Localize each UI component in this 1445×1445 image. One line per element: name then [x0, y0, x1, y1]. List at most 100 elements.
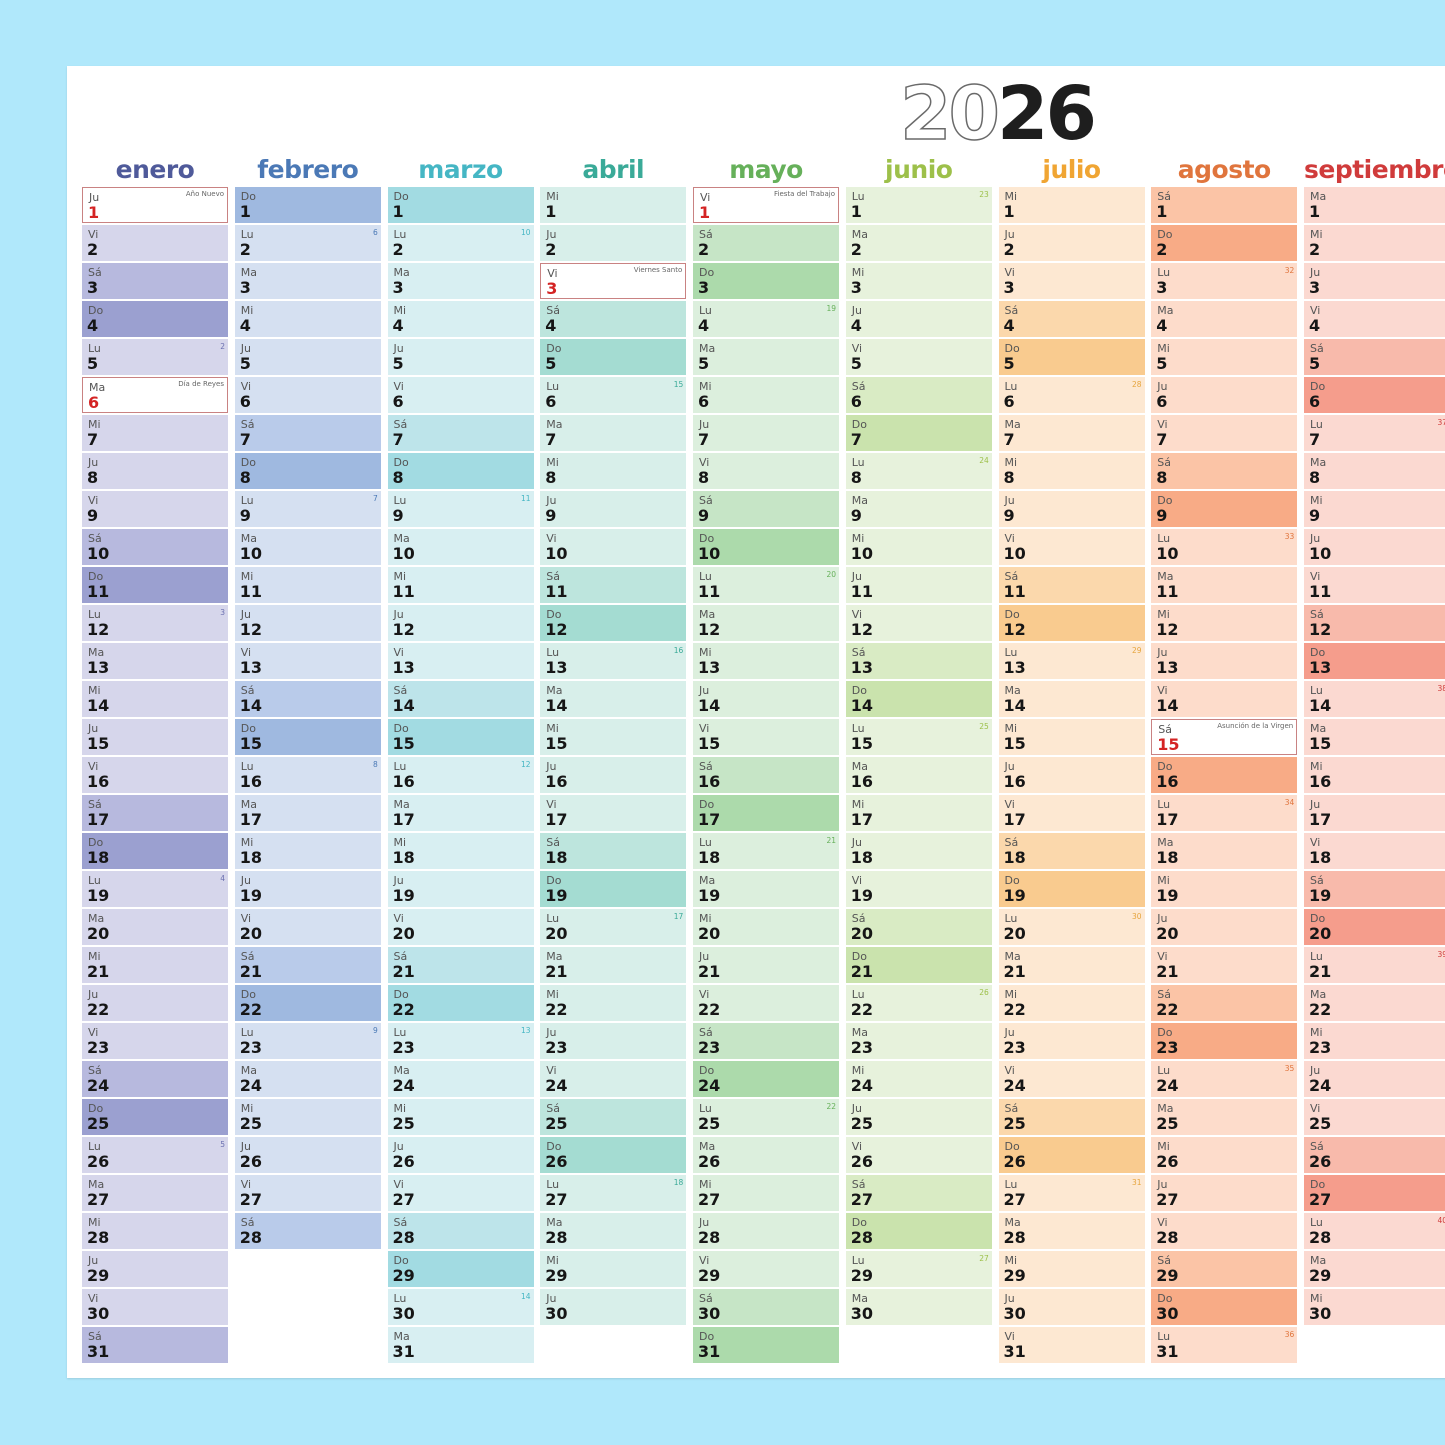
day-number: 13 [392, 658, 415, 677]
day-cell: Vi 29 [693, 1251, 839, 1287]
day-number: 11 [698, 582, 721, 601]
weekday-label: Sá [1004, 570, 1019, 583]
day-number: 9 [1309, 506, 1321, 525]
week-number: 8 [372, 760, 378, 769]
weekday-label: Vi [393, 646, 404, 659]
day-cell: Mi 17 [845, 795, 992, 831]
day-cell: Sá 22 [1151, 985, 1298, 1021]
day-number: 27 [698, 1190, 721, 1209]
day-cell: Vi 11 [1304, 567, 1445, 603]
weekday-label: Vi [393, 380, 404, 393]
day-cell: Lu 22 26 [845, 985, 992, 1021]
day-cell: Ju 19 [234, 871, 381, 907]
day-cell: Mi 28 [82, 1213, 228, 1249]
day-cell: Do 27 [1304, 1175, 1445, 1211]
day-number: 19 [1156, 886, 1179, 905]
day-cell: Sá 11 [998, 567, 1145, 603]
day-cell: Ma 19 [693, 871, 839, 907]
day-cell: Lu 21 39 [1304, 947, 1445, 983]
weekday-label: Vi [546, 1064, 557, 1077]
day-number: 14 [239, 696, 263, 715]
day-cell: Ju 20 [1151, 909, 1298, 945]
day-number: 17 [1309, 810, 1332, 829]
day-number: 27 [1156, 1190, 1179, 1209]
day-cell: Ju 26 [387, 1137, 534, 1173]
day-number: 12 [698, 620, 721, 639]
weekday-label: Mi [1310, 760, 1323, 773]
weekday-label: Ma [1310, 190, 1327, 203]
weekday-label: Do [699, 266, 715, 279]
weekday-label: Ju [1310, 266, 1321, 279]
weekday-label: Lu [1157, 266, 1171, 279]
day-number: 31 [1156, 1342, 1179, 1361]
month-title: septiembre [1304, 155, 1445, 184]
weekday-label: Do [393, 722, 409, 735]
weekday-label: Sá [546, 570, 560, 583]
weekday-label: Ju [1157, 912, 1168, 925]
weekday-label: Lu [88, 342, 101, 355]
day-number: 15 [239, 734, 263, 753]
day-cell: Ma 21 [540, 947, 687, 983]
day-number: 30 [1309, 1304, 1332, 1323]
day-cell: Do 17 [693, 795, 839, 831]
day-cell: Ma 4 [1151, 301, 1298, 337]
day-number: 11 [392, 582, 415, 601]
day-cell: Mi 25 [387, 1099, 534, 1135]
day-cell: Do 18 [82, 833, 228, 869]
week-number: 37 [1437, 418, 1445, 427]
weekday-label: Lu [699, 304, 712, 317]
day-cell: Ma 29 [1304, 1251, 1445, 1287]
holiday-name: Viernes Santo [633, 266, 683, 274]
day-number: 28 [698, 1228, 721, 1247]
day-cell: Lu 20 30 [998, 909, 1145, 945]
weekday-label: Ma [393, 266, 410, 279]
weekday-label: Vi [1310, 304, 1321, 317]
weekday-label: Lu [546, 646, 560, 659]
day-number: 19 [545, 886, 568, 905]
day-number: 18 [87, 848, 110, 867]
day-cell: Ju 16 [540, 757, 687, 793]
day-cell: Ju 27 [1151, 1175, 1298, 1211]
weekday-label: Ju [88, 722, 99, 735]
day-number: 2 [1156, 240, 1168, 259]
weekday-label: Vi [240, 380, 252, 393]
day-cell: Do 28 [845, 1213, 992, 1249]
day-number: 27 [87, 1190, 110, 1209]
day-cell: Vi 13 [234, 643, 381, 679]
weekday-label: Mi [1157, 342, 1170, 355]
day-number: 7 [87, 430, 99, 449]
day-number: 21 [698, 962, 721, 981]
day-number: 6 [88, 393, 100, 412]
weekday-label: Do [851, 684, 867, 697]
day-number: 9 [392, 506, 404, 525]
day-number: 28 [1309, 1228, 1332, 1247]
day-number: 9 [850, 506, 862, 525]
day-cell: Vi 25 [1304, 1099, 1445, 1135]
weekday-label: Mi [393, 836, 407, 849]
weekday-label: Vi [88, 228, 99, 241]
day-cell: Ju 19 [387, 871, 534, 907]
day-cell: Ju 30 [540, 1289, 687, 1325]
day-number: 27 [1003, 1190, 1026, 1209]
day-cell: Sá 20 [845, 909, 992, 945]
weekday-label: Do [240, 988, 256, 1001]
weekday-label: Mi [851, 1064, 865, 1077]
day-number: 21 [239, 962, 263, 981]
weekday-label: Ju [88, 456, 99, 469]
day-cell: Lu 17 34 [1151, 795, 1298, 831]
week-number: 16 [673, 646, 684, 655]
weekday-label: Mi [1004, 1254, 1018, 1267]
day-cell: Ju 2 [998, 225, 1145, 261]
week-number: 23 [979, 190, 989, 199]
weekday-label: Ma [1157, 836, 1174, 849]
day-number: 13 [87, 658, 110, 677]
day-number: 6 [850, 392, 862, 411]
weekday-label: Do [393, 190, 409, 203]
day-number: 28 [239, 1228, 263, 1247]
day-number: 10 [1003, 544, 1026, 563]
day-number: 1 [392, 202, 404, 221]
day-number: 23 [545, 1038, 568, 1057]
week-number: 29 [1131, 646, 1142, 655]
day-number: 21 [1156, 962, 1179, 981]
day-cell: Ju 21 [693, 947, 839, 983]
